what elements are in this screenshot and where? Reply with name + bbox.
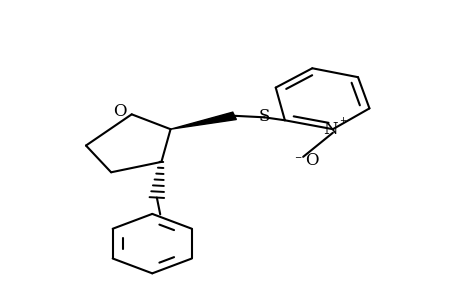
- Polygon shape: [170, 112, 236, 129]
- Text: $^{+}$: $^{+}$: [338, 116, 347, 129]
- Text: $^{-}$: $^{-}$: [294, 154, 302, 167]
- Text: O: O: [304, 152, 318, 169]
- Text: N: N: [323, 121, 337, 138]
- Text: S: S: [258, 108, 269, 125]
- Text: O: O: [113, 103, 126, 121]
